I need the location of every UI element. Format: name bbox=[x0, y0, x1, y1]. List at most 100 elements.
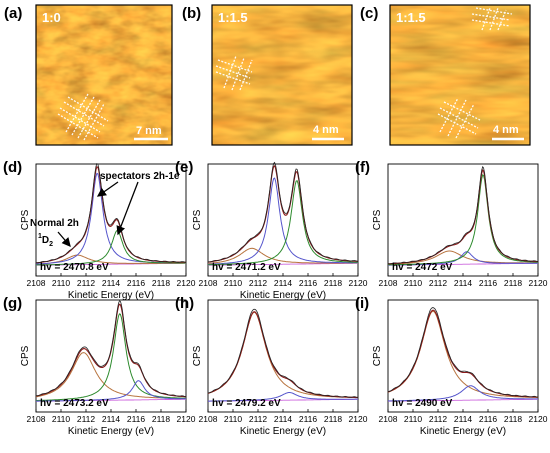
x-tick-label: 2118 bbox=[324, 278, 343, 288]
stm-image bbox=[390, 5, 530, 145]
x-tick-label: 2110 bbox=[52, 278, 71, 288]
component-green bbox=[208, 180, 358, 266]
spectrum-panel-g: (g) CPS 2108 2110 2112 2114 2116 2118 2120 Kineti… bbox=[3, 295, 196, 437]
panel-label: (a) bbox=[4, 5, 22, 22]
measured-data bbox=[387, 165, 539, 265]
x-tick-label: 2120 bbox=[349, 414, 368, 424]
x-tick-label: 2116 bbox=[479, 278, 498, 288]
x-tick-label: 2114 bbox=[454, 414, 473, 424]
component-blue bbox=[388, 385, 538, 402]
component-normal bbox=[36, 254, 186, 265]
panel-label: (i) bbox=[355, 295, 369, 312]
component-green bbox=[36, 313, 186, 401]
x-tick-label: 2108 bbox=[379, 278, 398, 288]
lattice-overlay-icon bbox=[57, 93, 109, 141]
component-blue bbox=[207, 177, 358, 265]
scale-label: 4 nm bbox=[313, 124, 339, 136]
panel-label: (g) bbox=[3, 295, 22, 312]
x-tick-label: 2112 bbox=[429, 414, 448, 424]
x-tick-label: 2108 bbox=[27, 278, 46, 288]
spectrum-panel-e: (e) CPS 2108 2110 2112 2114 2116 2118 2120 Kineti… bbox=[175, 159, 368, 301]
scale-label: 7 nm bbox=[136, 125, 162, 137]
stm-image bbox=[36, 5, 172, 145]
x-tick-label: 2108 bbox=[199, 414, 218, 424]
panel-label: (h) bbox=[175, 295, 194, 312]
stm-panel-b: (b) 1:1.5 4 nm bbox=[182, 4, 353, 146]
x-tick-label: 2116 bbox=[479, 414, 498, 424]
x-tick-label: 2112 bbox=[249, 414, 268, 424]
lattice-overlay-icon bbox=[215, 55, 253, 91]
x-tick-label: 2116 bbox=[299, 414, 318, 424]
x-tick-label: 2114 bbox=[102, 414, 121, 424]
spectators-label: spectators 2h-1e bbox=[100, 171, 180, 182]
stm-ratio: 1:0 bbox=[42, 10, 61, 25]
x-tick-label: 2112 bbox=[77, 278, 96, 288]
measured-data bbox=[207, 308, 359, 398]
stm-ratio: 1:1.5 bbox=[396, 10, 426, 25]
panel-label: (b) bbox=[182, 5, 201, 22]
x-tick-label: 2120 bbox=[529, 414, 548, 424]
component-green bbox=[388, 174, 538, 266]
x-tick-label: 2116 bbox=[127, 278, 146, 288]
normal-term: 1D2 bbox=[38, 233, 53, 248]
x-tick-label: 2118 bbox=[504, 414, 523, 424]
spectators-arrow-2 bbox=[116, 181, 139, 236]
x-tick-label: 2120 bbox=[349, 278, 368, 288]
photon-energy-label: hv = 2472 eV bbox=[392, 262, 453, 273]
normal-arrow bbox=[57, 231, 71, 247]
x-tick-label: 2112 bbox=[77, 414, 96, 424]
spectrum-panel-h: (h) CPS 2108 2110 2112 2114 2116 2118 2120 Kineti… bbox=[175, 295, 368, 437]
spectrum-panel-f: (f) CPS 2108 2110 2112 2114 2116 2118 2120 hv = 2… bbox=[355, 159, 548, 288]
stm-frame bbox=[211, 4, 353, 146]
y-axis-label: CPS bbox=[20, 345, 31, 366]
stm-frame bbox=[389, 4, 531, 146]
photon-energy-label: hv = 2490 eV bbox=[392, 398, 453, 409]
x-tick-label: 2114 bbox=[454, 278, 473, 288]
x-axis-label: Kinetic Energy (eV) bbox=[240, 290, 326, 301]
x-axis-label: Kinetic Energy (eV) bbox=[420, 426, 506, 437]
spectra-grid: (d) CPS 2108 2110 2112 2114 2116 2118 2120 Kineti… bbox=[3, 159, 548, 437]
photon-energy-label: hv = 2473.2 eV bbox=[40, 398, 109, 409]
y-axis-label: CPS bbox=[372, 345, 383, 366]
panel-label: (e) bbox=[175, 159, 193, 176]
spectators-arrow-1 bbox=[96, 181, 119, 197]
x-tick-label: 2112 bbox=[249, 278, 268, 288]
x-tick-label: 2110 bbox=[404, 278, 423, 288]
x-tick-label: 2108 bbox=[199, 278, 218, 288]
spectrum-panel-i: (i) CPS 2108 2110 2112 2114 2116 2118 2120 Kineti… bbox=[355, 295, 548, 437]
x-tick-label: 2120 bbox=[177, 414, 196, 424]
stm-panel-a: (a) 1:0 7 nm bbox=[4, 4, 173, 146]
stm-panel-c: (c) 1:1.5 4 nm bbox=[360, 4, 531, 146]
plot-frame bbox=[35, 299, 187, 413]
measured-data bbox=[207, 161, 359, 263]
plot-frame bbox=[207, 163, 359, 277]
background-line bbox=[388, 398, 538, 402]
x-tick-label: 2110 bbox=[224, 278, 243, 288]
component-normal bbox=[207, 247, 358, 264]
x-tick-label: 2112 bbox=[429, 278, 448, 288]
stm-frame bbox=[35, 4, 173, 146]
x-tick-label: 2114 bbox=[274, 278, 293, 288]
stm-ratio: 1:1.5 bbox=[218, 10, 248, 25]
panel-label: (f) bbox=[355, 159, 370, 176]
x-tick-label: 2108 bbox=[379, 414, 398, 424]
y-axis-label: CPS bbox=[372, 209, 383, 230]
normal-term-base: D bbox=[42, 235, 49, 246]
normal-label: Normal 2h bbox=[30, 218, 79, 229]
plot-frame bbox=[207, 299, 359, 413]
x-tick-label: 2118 bbox=[324, 414, 343, 424]
spectrum-panel-d: (d) CPS 2108 2110 2112 2114 2116 2118 2120 Kineti… bbox=[3, 159, 196, 301]
x-tick-label: 2118 bbox=[152, 414, 171, 424]
normal-term-sub: 2 bbox=[49, 241, 53, 248]
x-tick-label: 2110 bbox=[52, 414, 71, 424]
x-tick-label: 2114 bbox=[102, 278, 121, 288]
y-axis-label: CPS bbox=[192, 209, 203, 230]
measured-data bbox=[35, 162, 187, 264]
plot-frame bbox=[387, 163, 539, 277]
component-green bbox=[35, 230, 187, 266]
x-axis-label: Kinetic Energy (eV) bbox=[68, 290, 154, 301]
x-axis-label: Kinetic Energy (eV) bbox=[68, 426, 154, 437]
panel-label: (d) bbox=[3, 159, 22, 176]
x-tick-label: 2118 bbox=[504, 278, 523, 288]
